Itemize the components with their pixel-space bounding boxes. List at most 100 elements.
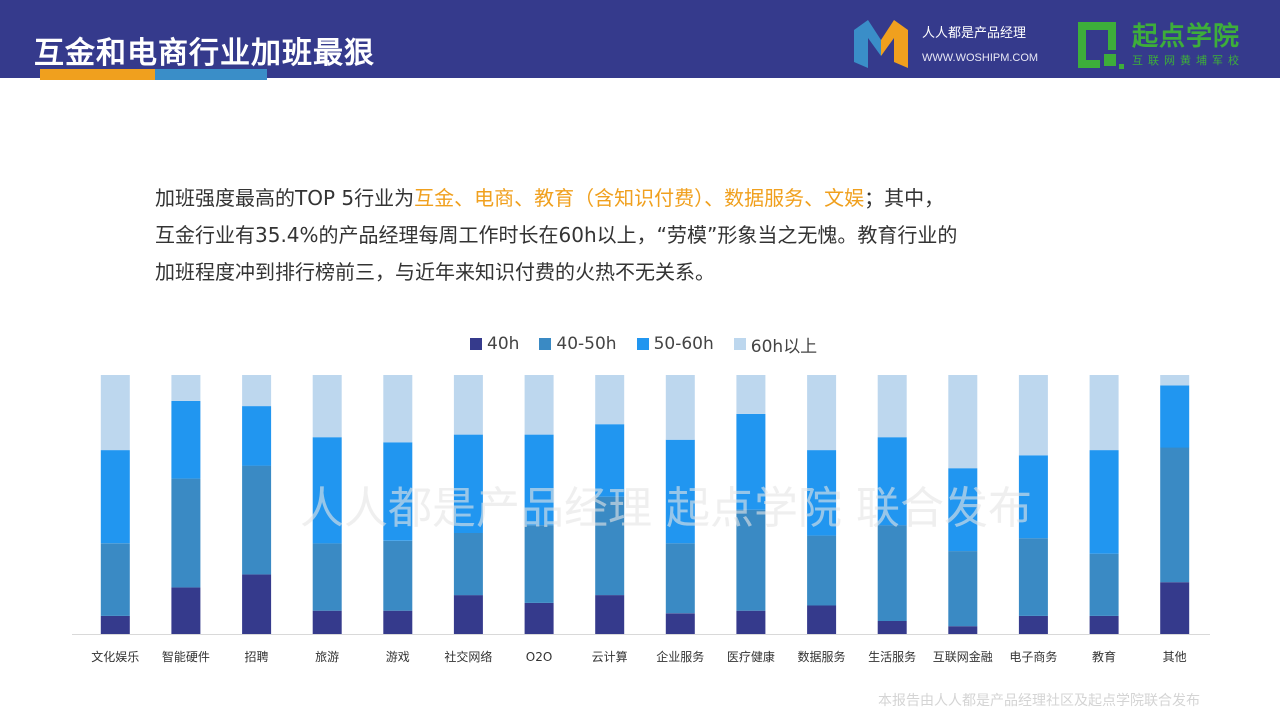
bar-segment-50-60h bbox=[665, 439, 695, 544]
legend-item-60h-plus: 60h以上 bbox=[733, 332, 818, 357]
bar-segment-40h bbox=[453, 595, 483, 634]
x-tick-label: 其他 bbox=[1163, 650, 1187, 664]
bar-segment-40h bbox=[736, 610, 766, 634]
bar-segment-40h bbox=[242, 574, 272, 634]
bar-segment-40h bbox=[1160, 582, 1190, 634]
bar-segment-50-60h bbox=[242, 406, 272, 466]
logo1-name: 人人都是产品经理 bbox=[922, 26, 1027, 41]
x-tick-label: 旅游 bbox=[315, 650, 339, 664]
legend-label: 40-50h bbox=[556, 334, 617, 354]
description-text: 加班强度最高的TOP 5行业为 bbox=[155, 186, 415, 210]
bar-segment-50-60h bbox=[1018, 455, 1048, 539]
description-line-2: 互金行业有35.4%的产品经理每周工作时长在60h以上，“劳模”形象当之无愧。教… bbox=[155, 223, 958, 247]
bar-segment-60h以上 bbox=[100, 375, 130, 451]
bar-segment-50-60h bbox=[595, 424, 625, 497]
bar-segment-40-50h bbox=[1089, 553, 1119, 616]
footer-note: 本报告由人人都是产品经理社区及起点学院联合发布 bbox=[878, 693, 1200, 709]
bar-segment-50-60h bbox=[453, 434, 483, 533]
bar-segment-60h以上 bbox=[524, 375, 554, 435]
x-tick-label: 生活服务 bbox=[868, 649, 916, 664]
bar-segment-50-60h bbox=[383, 442, 413, 541]
bar-segment-40h bbox=[807, 605, 837, 634]
bar-segment-40h bbox=[948, 626, 978, 634]
legend-swatch bbox=[539, 338, 552, 350]
bar-segment-50-60h bbox=[736, 413, 766, 510]
bar-segment-40-50h bbox=[100, 543, 130, 616]
x-tick-label: 企业服务 bbox=[656, 649, 704, 664]
x-tick-label: 文化娱乐 bbox=[91, 649, 139, 664]
watermark: 人人都是产品经理 起点学院 联合发布 bbox=[300, 483, 1032, 534]
bar-segment-40-50h bbox=[736, 509, 766, 611]
bar-segment-60h以上 bbox=[242, 375, 272, 407]
bar-segment-60h以上 bbox=[665, 375, 695, 440]
x-tick-label: 云计算 bbox=[592, 649, 628, 664]
bar-segment-50-60h bbox=[948, 468, 978, 552]
bar-segment-50-60h bbox=[171, 400, 201, 479]
description-text: ；其中， bbox=[864, 186, 945, 210]
bar-segment-40-50h bbox=[1160, 447, 1190, 583]
bar-segment-40-50h bbox=[242, 465, 272, 575]
bar-segment-60h以上 bbox=[1089, 375, 1119, 451]
m-logo-icon bbox=[854, 20, 908, 68]
bar-segment-40h bbox=[1018, 615, 1048, 634]
legend-item-40h: 40h bbox=[470, 334, 519, 354]
description-line-1: 加班强度最高的TOP 5行业为互金、电商、教育（含知识付费）、数据服务、文娱；其… bbox=[155, 180, 1145, 217]
bar-segment-60h以上 bbox=[171, 375, 201, 401]
description-paragraph: 加班强度最高的TOP 5行业为互金、电商、教育（含知识付费）、数据服务、文娱；其… bbox=[155, 180, 1145, 291]
chart-legend: 40h 40-50h 50-60h 60h以上 bbox=[470, 332, 818, 357]
x-tick-label: 智能硬件 bbox=[162, 649, 210, 664]
legend-label: 60h以上 bbox=[750, 336, 818, 357]
x-tick-label: 教育 bbox=[1092, 649, 1116, 664]
legend-label: 40h bbox=[487, 334, 520, 354]
bar-segment-40h bbox=[312, 610, 342, 634]
bar-segment-40h bbox=[1089, 615, 1119, 634]
x-tick-label: 社交网络 bbox=[444, 649, 492, 664]
qidian-logo-icon bbox=[1078, 22, 1124, 69]
bar-segment-40h bbox=[524, 602, 554, 634]
bar-segment-50-60h bbox=[312, 437, 342, 544]
bar-segment-60h以上 bbox=[383, 375, 413, 443]
legend-swatch bbox=[470, 338, 482, 350]
bar-segment-40-50h bbox=[948, 551, 978, 627]
bar-segment-50-60h bbox=[877, 437, 907, 526]
bar-segment-40-50h bbox=[1018, 538, 1048, 616]
bar-segment-50-60h bbox=[524, 434, 554, 526]
legend-label: 50-60h bbox=[653, 334, 714, 354]
legend-swatch bbox=[733, 338, 746, 350]
bar-segment-40h bbox=[595, 595, 625, 634]
bar-segment-40-50h bbox=[595, 496, 625, 596]
bar-segment-40-50h bbox=[665, 543, 695, 614]
bar-segment-40h bbox=[100, 615, 130, 634]
bar-segment-60h以上 bbox=[1160, 375, 1190, 386]
description-highlight: 互金、电商、教育（含知识付费）、数据服务、文娱 bbox=[414, 186, 865, 210]
bar-segment-40h bbox=[877, 621, 907, 634]
bar-segment-40-50h bbox=[524, 525, 554, 603]
bar-segment-60h以上 bbox=[736, 375, 766, 414]
header-bar bbox=[0, 0, 1280, 78]
title-accent-orange bbox=[40, 69, 155, 80]
bar-segment-60h以上 bbox=[807, 375, 837, 451]
page-title: 互金和电商行业加班最狠 bbox=[34, 36, 375, 71]
description-line-3: 加班程度冲到排行榜前三，与近年来知识付费的火热不无关系。 bbox=[155, 260, 715, 284]
legend-item-50-60h: 50-60h bbox=[636, 334, 714, 354]
bar-segment-40h bbox=[665, 613, 695, 634]
x-tick-label: 电子商务 bbox=[1009, 649, 1057, 664]
bar-segment-60h以上 bbox=[1018, 375, 1048, 456]
legend-item-40-50h: 40-50h bbox=[539, 334, 617, 354]
bar-segment-40-50h bbox=[807, 535, 837, 606]
x-tick-label: 游戏 bbox=[386, 650, 410, 664]
bar-segment-40-50h bbox=[877, 525, 907, 621]
bar-segment-50-60h bbox=[100, 450, 130, 544]
x-tick-label: 互联网金融 bbox=[933, 649, 993, 664]
logo2-subtitle: 互联网黄埔军校 bbox=[1132, 54, 1244, 67]
bar-segment-40-50h bbox=[453, 533, 483, 596]
logo2-name: 起点学院 bbox=[1132, 22, 1241, 52]
x-tick-label: 招聘 bbox=[245, 650, 269, 664]
legend-swatch bbox=[636, 338, 649, 350]
bar-segment-40h bbox=[383, 610, 413, 634]
title-accent-blue bbox=[155, 69, 267, 80]
bar-segment-60h以上 bbox=[312, 375, 342, 438]
x-tick-label: 数据服务 bbox=[798, 649, 846, 664]
bar-segment-60h以上 bbox=[453, 375, 483, 435]
